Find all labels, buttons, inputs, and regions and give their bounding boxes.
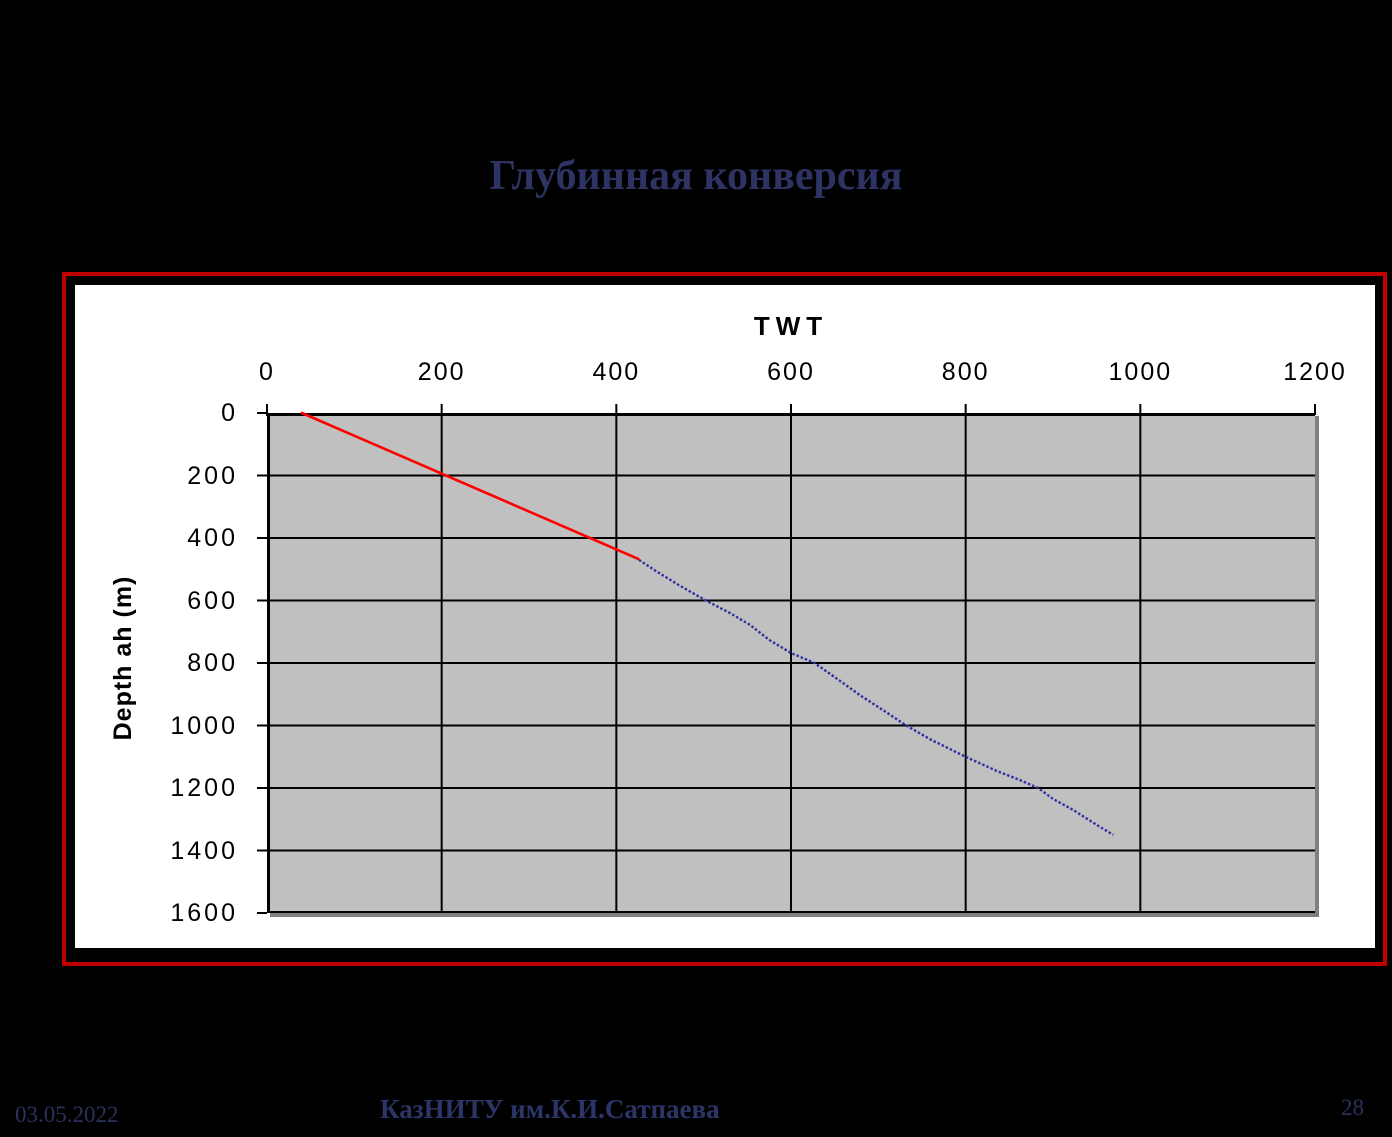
x-tick-label: 400 — [592, 358, 641, 386]
x-axis-title: TWT — [753, 311, 829, 341]
x-tick-label: 1000 — [1108, 358, 1173, 386]
footer-institution: КазНИТУ им.К.И.Сатпаева — [380, 1094, 720, 1124]
y-tick-label: 800 — [187, 649, 238, 677]
y-tick-label: 600 — [187, 586, 238, 615]
x-tick-label: 0 — [259, 358, 275, 386]
x-tick-label: 800 — [941, 358, 990, 386]
slide-title: Глубинная конверсия — [489, 153, 903, 199]
footer-date: 03.05.2022 — [15, 1102, 119, 1127]
plot-area — [257, 404, 1319, 917]
x-tick-label: 200 — [417, 358, 466, 386]
x-tick-label: 600 — [767, 358, 815, 386]
y-tick-label: 200 — [187, 461, 238, 490]
y-tick-label: 1400 — [170, 836, 238, 865]
chart-frame: TWT Depth ah (m) 0 200 400 600 800 1000 1200 0 2… — [62, 272, 1387, 966]
y-tick-label: 400 — [187, 524, 238, 552]
series-well-data-line — [638, 558, 1114, 836]
slide-number: 28 — [1341, 1095, 1364, 1120]
chart-area: TWT Depth ah (m) 0 200 400 600 800 1000 1200 0 2… — [75, 285, 1375, 948]
x-tick-label: 1200 — [1283, 358, 1347, 386]
y-tick-label: 1200 — [170, 774, 238, 802]
y-tick-label: 1600 — [170, 899, 238, 927]
y-tick-label: 0 — [221, 399, 238, 427]
y-tick-label: 1000 — [170, 711, 238, 740]
series-trend-line — [300, 411, 640, 561]
